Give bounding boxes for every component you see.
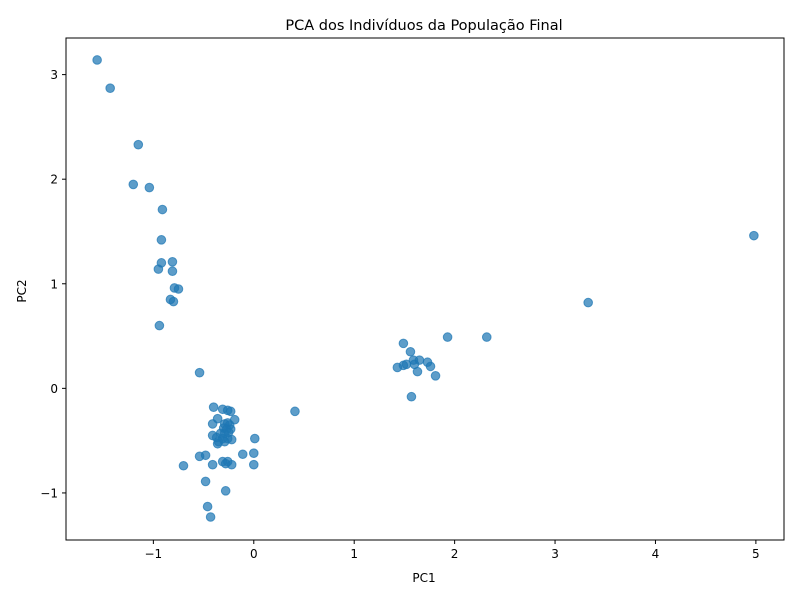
chart-title: PCA dos Indivíduos da População Final: [285, 18, 562, 34]
data-point-38: [225, 406, 236, 417]
x-tick-label: 0: [250, 547, 258, 561]
y-tick-label: 3: [50, 68, 58, 82]
data-point-27: [392, 362, 403, 373]
data-point-74: [205, 512, 216, 522]
data-point-18: [481, 332, 492, 342]
data-point-66: [207, 459, 218, 470]
data-point-20: [405, 346, 416, 357]
data-point-68: [226, 459, 237, 470]
data-point-12: [173, 284, 184, 294]
data-point-6: [156, 235, 167, 245]
x-axis-label: PC1: [412, 571, 435, 585]
data-point-10: [167, 266, 178, 277]
data-point-16: [194, 367, 205, 378]
data-point-34: [290, 406, 300, 417]
y-tick-label: 0: [50, 382, 58, 396]
data-point-14: [168, 296, 179, 307]
data-point-73: [202, 501, 213, 512]
data-point-72: [220, 486, 231, 496]
data-point-15: [154, 320, 165, 331]
data-point-69: [248, 459, 259, 470]
data-point-41: [207, 419, 218, 429]
y-tick-label: 1: [50, 277, 58, 291]
data-point-31: [406, 391, 417, 402]
data-point-32: [583, 297, 593, 308]
y-tick-label: −1: [40, 486, 58, 500]
data-point-33: [749, 230, 759, 241]
data-point-63: [194, 451, 205, 462]
data-point-5: [157, 204, 168, 215]
data-point-9: [167, 257, 178, 267]
data-point-19: [398, 338, 409, 349]
x-tick-label: 2: [451, 547, 459, 561]
data-point-29: [412, 366, 423, 377]
data-point-25: [401, 359, 412, 370]
data-point-4: [144, 182, 155, 193]
data-point-71: [200, 476, 211, 487]
data-point-70: [178, 460, 189, 471]
x-tick-label: 5: [752, 547, 760, 561]
data-point-61: [248, 448, 259, 459]
data-point-60: [237, 449, 248, 460]
x-tick-label: 3: [551, 547, 559, 561]
data-point-8: [153, 264, 164, 274]
plot-frame: [65, 37, 785, 541]
data-point-17: [442, 332, 453, 342]
y-tick-label: 2: [50, 173, 58, 187]
data-point-28: [425, 361, 436, 372]
data-point-59: [212, 438, 223, 449]
x-tick-label: −1: [145, 547, 163, 561]
x-tick-label: 4: [652, 547, 660, 561]
data-point-1: [105, 83, 115, 93]
data-point-56: [249, 433, 260, 444]
y-axis-label: PC2: [15, 279, 29, 302]
x-tick-label: 1: [350, 547, 358, 561]
plot-area: −1 0 1 2 3 4 5 −1 0 1 2 3: [40, 37, 785, 561]
data-point-2: [133, 139, 144, 150]
data-point-0: [92, 55, 102, 65]
data-point-35: [208, 402, 219, 412]
data-point-30: [430, 371, 441, 381]
data-point-3: [128, 179, 139, 190]
